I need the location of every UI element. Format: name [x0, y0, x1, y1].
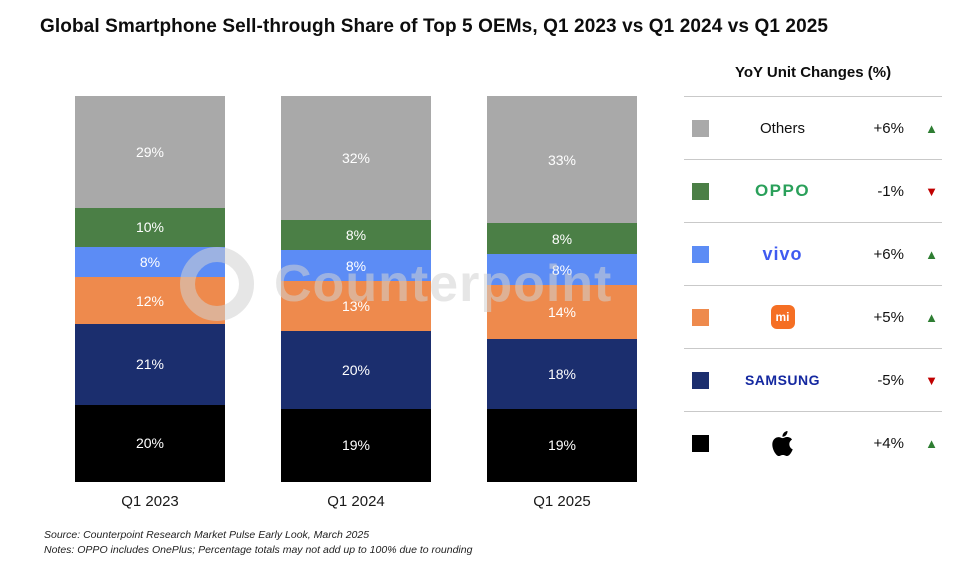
chart-title: Global Smartphone Sell-through Share of …	[40, 16, 829, 37]
samsung-logo: SAMSUNG	[744, 372, 821, 388]
source-note: Source: Counterpoint Research Market Pul…	[44, 529, 370, 541]
up-triangle-icon: ▲	[925, 120, 938, 136]
footer: Source: Counterpoint Research Market Pul…	[0, 516, 960, 557]
segment-samsung: 21%	[75, 323, 225, 405]
xiaomi-logo: mi	[709, 305, 856, 329]
bar-group-q1-2025: 19% 18% 14% 8% 8% 33% Q1 2025	[487, 96, 637, 510]
legend-row-others: Others +6% ▲	[684, 96, 942, 159]
yoy-change-value: +6%	[873, 245, 904, 263]
legend-rows: Others +6% ▲ OPPO -1% ▼ vivo +6% ▲ mi +5% ▲ SAMSUNG -…	[684, 96, 942, 474]
segment-vivo: 8%	[487, 254, 637, 286]
segment-value: 13%	[341, 298, 371, 315]
bar-group-q1-2024: 19% 20% 13% 8% 8% 32% Q1 2024	[281, 96, 431, 510]
segment-value: 8%	[345, 227, 367, 243]
segment-value: 8%	[551, 230, 573, 247]
others-logo: Others	[759, 119, 805, 137]
category-label: Q1 2024	[327, 493, 385, 510]
segment-value: 14%	[547, 304, 577, 321]
segment-xiaomi: 12%	[75, 277, 225, 324]
segment-others: 29%	[75, 96, 225, 208]
xiaomi-color-swatch	[692, 308, 709, 326]
segment-xiaomi: 13%	[281, 281, 431, 332]
content: Counterpoint 20% 21% 12% 8% 10% 29% Q1 2023 19%…	[0, 52, 960, 516]
apple-logo-icon	[772, 430, 793, 456]
segment-oppo: 8%	[281, 219, 431, 251]
stacked-bar: 19% 18% 14% 8% 8% 33%	[487, 96, 637, 482]
segment-value: 32%	[341, 149, 371, 166]
segment-vivo: 8%	[281, 250, 431, 282]
up-triangle-icon: ▲	[925, 309, 938, 325]
segment-value: 12%	[135, 292, 165, 309]
segment-value: 19%	[547, 437, 577, 454]
bar-group-q1-2023: 20% 21% 12% 8% 10% 29% Q1 2023	[75, 96, 225, 510]
segment-apple: 20%	[75, 404, 225, 482]
legend-row-oppo: OPPO -1% ▼	[684, 159, 942, 222]
segment-value: 21%	[135, 356, 165, 373]
segment-value: 8%	[551, 261, 573, 278]
up-triangle-icon: ▲	[925, 246, 938, 262]
header: Global Smartphone Sell-through Share of …	[0, 0, 960, 52]
others-color-swatch	[692, 119, 709, 137]
segment-value: 10%	[135, 219, 165, 236]
yoy-change-value: -1%	[877, 182, 904, 200]
apple-color-swatch	[692, 434, 709, 452]
segment-oppo: 10%	[75, 207, 225, 247]
segment-value: 8%	[139, 254, 161, 271]
yoy-change-value: -5%	[877, 371, 904, 389]
oppo-color-swatch	[692, 182, 709, 200]
segment-value: 8%	[345, 257, 367, 274]
legend-panel: YoY Unit Changes (%) Others +6% ▲ OPPO -1% ▼ v…	[684, 52, 942, 516]
oppo-logo: OPPO	[754, 181, 811, 200]
segment-others: 33%	[487, 96, 637, 224]
stacked-bar: 19% 20% 13% 8% 8% 32%	[281, 96, 431, 482]
down-triangle-icon: ▼	[925, 183, 938, 199]
segment-oppo: 8%	[487, 223, 637, 255]
legend-row-xiaomi: mi +5% ▲	[684, 285, 942, 348]
bars-area: 20% 21% 12% 8% 10% 29% Q1 2023 19% 20% 13% 8% 8% 32%…	[75, 96, 660, 510]
segment-value: 19%	[341, 437, 371, 454]
apple-logo	[709, 430, 856, 456]
segment-apple: 19%	[487, 408, 637, 482]
segment-xiaomi: 14%	[487, 285, 637, 340]
methodology-note: Notes: OPPO includes OnePlus; Percentage…	[44, 543, 473, 556]
xiaomi-mi-logo-icon: mi	[770, 305, 795, 329]
category-label: Q1 2025	[533, 493, 591, 510]
yoy-change-value: +5%	[873, 308, 904, 326]
yoy-change-value: +6%	[873, 119, 904, 137]
vivo-color-swatch	[692, 245, 709, 263]
category-label: Q1 2023	[121, 493, 179, 510]
samsung-color-swatch	[692, 371, 709, 389]
stacked-bar: 20% 21% 12% 8% 10% 29%	[75, 96, 225, 482]
legend-title: YoY Unit Changes (%)	[734, 64, 892, 81]
segment-value: 29%	[135, 144, 165, 161]
up-triangle-icon: ▲	[925, 435, 938, 451]
segment-apple: 19%	[281, 408, 431, 482]
segment-value: 33%	[547, 151, 577, 168]
segment-samsung: 18%	[487, 339, 637, 409]
legend-row-vivo: vivo +6% ▲	[684, 222, 942, 285]
legend-row-apple: +4% ▲	[684, 411, 942, 474]
segment-others: 32%	[281, 96, 431, 220]
down-triangle-icon: ▼	[925, 372, 938, 388]
segment-value: 18%	[547, 365, 577, 382]
legend-row-samsung: SAMSUNG -5% ▼	[684, 348, 942, 411]
segment-value: 20%	[135, 435, 165, 452]
stacked-bar-chart: Counterpoint 20% 21% 12% 8% 10% 29% Q1 2023 19%…	[40, 52, 660, 516]
segment-vivo: 8%	[75, 246, 225, 278]
segment-value: 20%	[341, 362, 371, 379]
yoy-change-value: +4%	[873, 434, 904, 452]
vivo-logo: vivo	[762, 243, 803, 264]
segment-samsung: 20%	[281, 331, 431, 409]
